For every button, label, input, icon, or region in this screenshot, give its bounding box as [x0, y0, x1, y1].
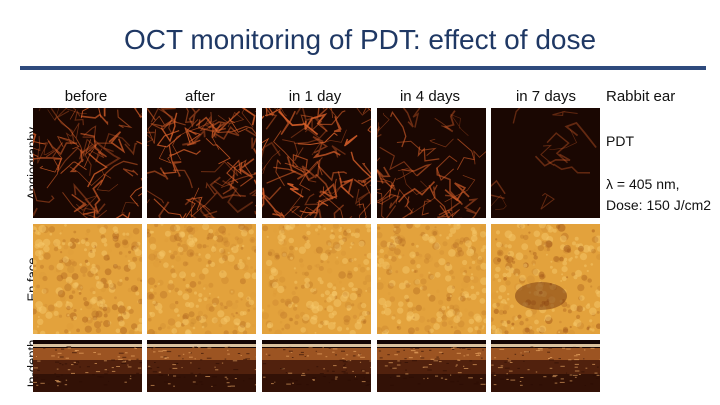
column-header-after: after — [184, 88, 215, 105]
treatment-label: PDT — [606, 133, 634, 149]
slide-title: OCT monitoring of PDT: effect of dose — [123, 24, 597, 55]
column-header-before: before — [64, 88, 108, 105]
angio-image-7-days — [491, 108, 600, 218]
angio-image-4-days — [377, 108, 486, 218]
column-header-1-day: in 1 day — [288, 88, 342, 105]
depth-image-1-day — [262, 340, 371, 392]
angio-image-before — [33, 108, 142, 218]
enface-image-7-days — [491, 224, 600, 334]
enface-image-after — [147, 224, 256, 334]
depth-image-4-days — [377, 340, 486, 392]
enface-image-1-day — [262, 224, 371, 334]
dose-label: Dose: 150 J/cm2 — [606, 197, 712, 213]
column-header-4-days: in 4 days — [399, 88, 461, 105]
enface-image-before — [33, 224, 142, 334]
depth-image-7-days — [491, 340, 600, 392]
subject-label: Rabbit ear — [606, 88, 676, 105]
depth-image-after — [147, 340, 256, 392]
angio-image-after — [147, 108, 256, 218]
title-divider — [20, 66, 706, 70]
wavelength-label: λ = 405 nm, — [606, 176, 680, 192]
depth-image-before — [33, 340, 142, 392]
enface-image-4-days — [377, 224, 486, 334]
angio-image-1-day — [262, 108, 371, 218]
column-header-7-days: in 7 days — [515, 88, 577, 105]
